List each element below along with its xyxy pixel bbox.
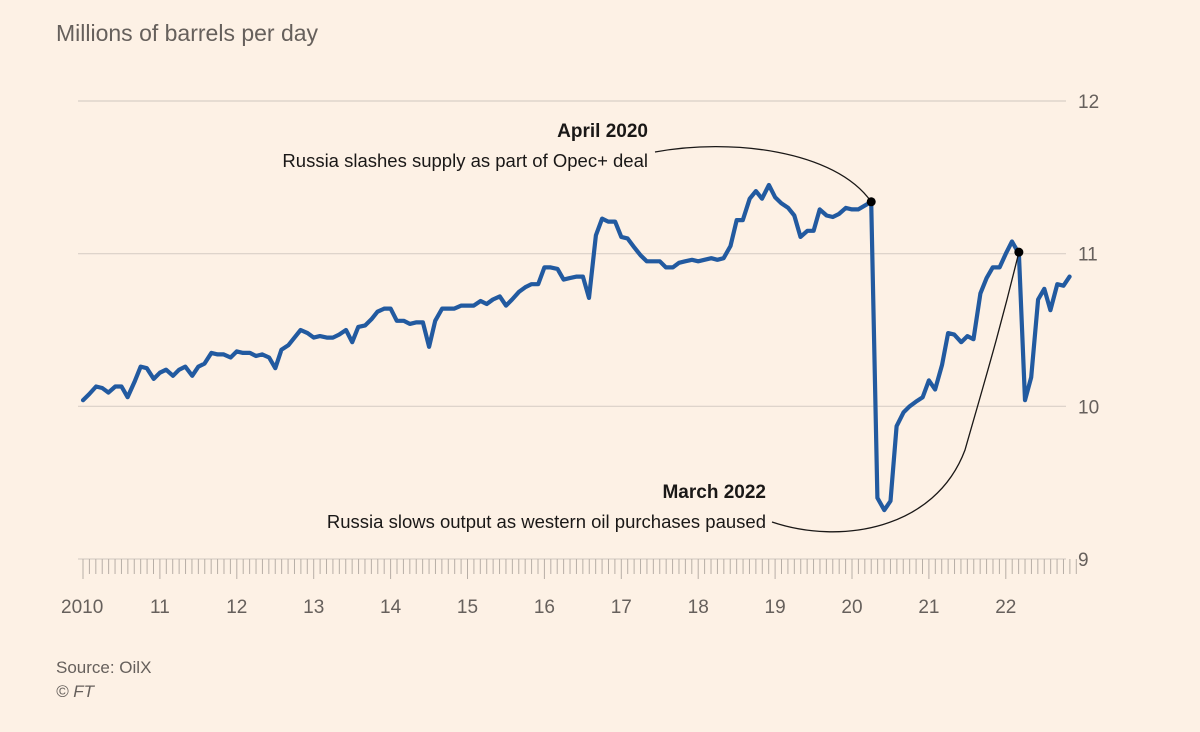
annotation-title-april-2020: April 2020: [557, 121, 648, 142]
annotation-text-march-2022: Russia slows output as western oil purch…: [327, 511, 766, 532]
copyright-note: © FT: [56, 682, 96, 701]
x-tick-label-16: 16: [534, 597, 555, 618]
annotation-connector-april-2020: [654, 145, 872, 203]
x-tick-label-17: 17: [611, 597, 632, 618]
x-tick-label-21: 21: [918, 597, 939, 618]
annotation-text-april-2020: Russia slashes supply as part of Opec+ d…: [282, 150, 648, 171]
annotation-marker-april-2020: [866, 197, 876, 207]
y-tick-label-12: 12: [1078, 92, 1099, 113]
x-tick-label-22: 22: [995, 597, 1016, 618]
x-tick-label-12: 12: [226, 597, 247, 618]
x-minor-ticks: [82, 559, 1077, 579]
x-tick-label-11: 11: [150, 597, 170, 618]
x-tick-label-20: 20: [841, 597, 862, 618]
x-tick-label-13: 13: [303, 597, 324, 618]
y-tick-label-11: 11: [1078, 245, 1098, 266]
source-note: Source: OilX: [56, 658, 151, 677]
x-tick-label-2010: 2010: [61, 597, 103, 618]
annotation-marker-march-2022: [1014, 247, 1024, 257]
x-tick-label-19: 19: [765, 597, 786, 618]
x-tick-label-18: 18: [688, 597, 709, 618]
x-tick-label-15: 15: [457, 597, 478, 618]
series-line-russia-oil-supply: [80, 182, 1072, 513]
annotation-title-march-2022: March 2022: [662, 482, 766, 503]
y-axis-label: Millions of barrels per day: [56, 20, 319, 46]
x-tick-label-14: 14: [380, 597, 402, 618]
annotation-connector-march-2022: [771, 251, 1020, 533]
y-tick-labels: 12 11 10 9: [1078, 92, 1099, 571]
gridlines: [78, 100, 1066, 560]
x-tick-labels: 2010 11 12 13 14 15 16 17 18 19 20 21 22: [61, 597, 1016, 618]
y-tick-label-10: 10: [1078, 397, 1099, 418]
y-tick-label-9: 9: [1078, 550, 1089, 571]
